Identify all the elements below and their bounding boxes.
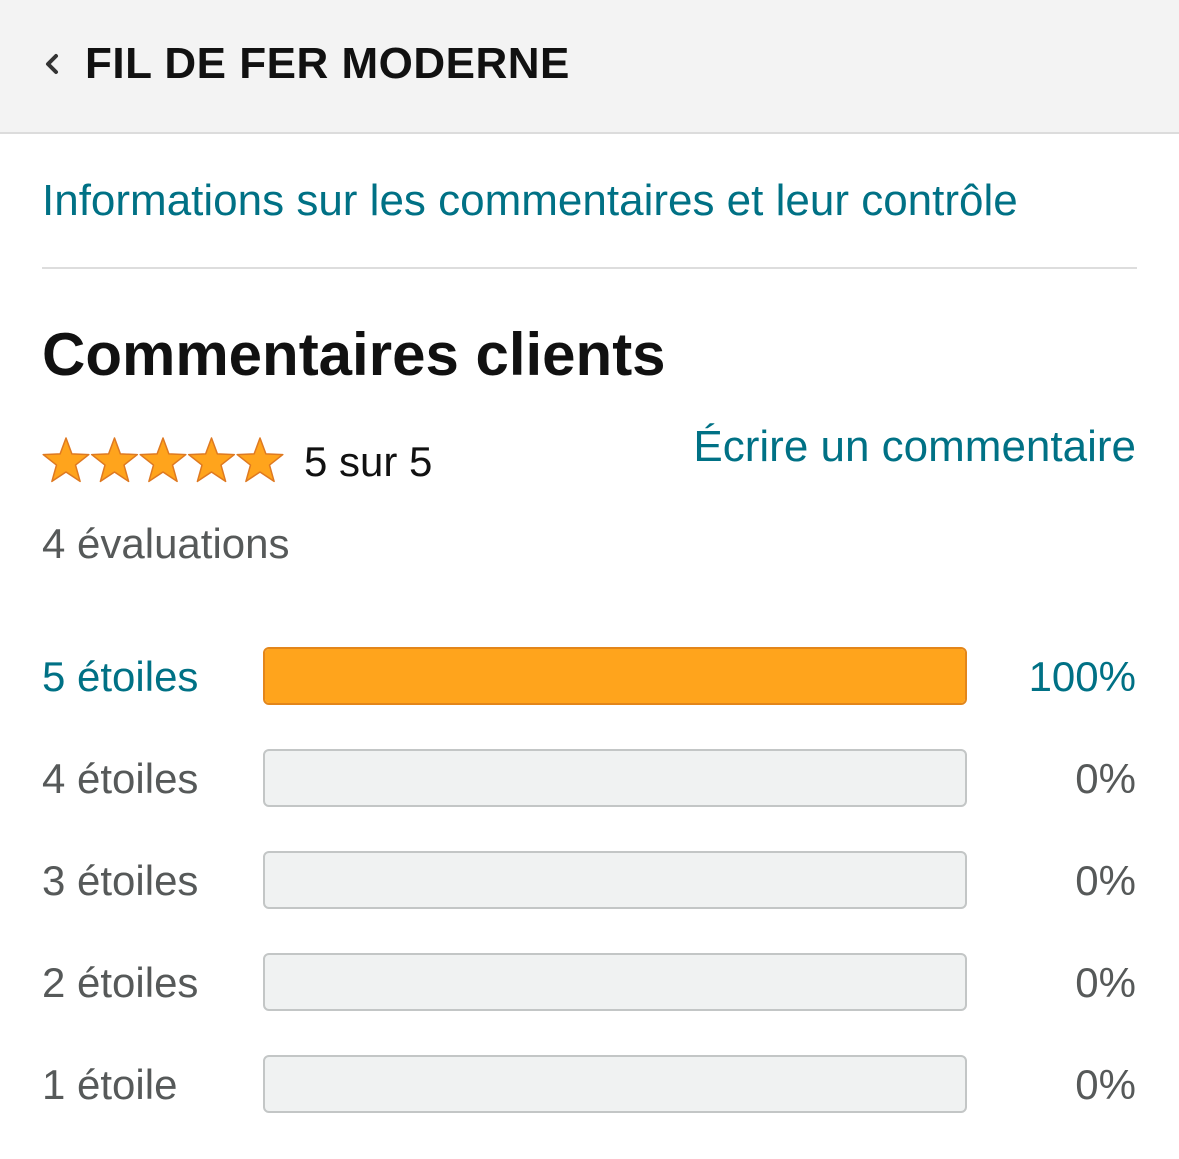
star-icon (187, 437, 236, 483)
star-icon (90, 437, 139, 483)
histogram-row[interactable]: 2 étoiles 0% (0, 953, 1179, 1013)
section-title: Commentaires clients (42, 321, 666, 388)
histogram-label[interactable]: 1 étoile (42, 1061, 178, 1108)
histogram-label[interactable]: 4 étoiles (42, 755, 199, 802)
rating-count: 4 évaluations (42, 520, 290, 567)
histogram-percent[interactable]: 0% (1075, 1061, 1136, 1108)
star-icon (139, 437, 187, 483)
histogram-percent[interactable]: 100% (1028, 653, 1136, 700)
histogram-label[interactable]: 3 étoiles (42, 857, 199, 904)
histogram-bar[interactable] (263, 953, 967, 1011)
write-review-link[interactable]: Écrire un commentaire (693, 422, 1136, 471)
divider (42, 267, 1137, 269)
review-info-link[interactable]: Informations sur les commentaires et leu… (42, 176, 1018, 225)
star-rating (42, 437, 284, 483)
star-icon (42, 437, 90, 483)
rating-text: 5 sur 5 (304, 438, 433, 485)
histogram-label[interactable]: 2 étoiles (42, 959, 199, 1006)
histogram-row[interactable]: 5 étoiles 100% (0, 647, 1179, 707)
star-icon (236, 437, 284, 483)
histogram-percent[interactable]: 0% (1075, 959, 1136, 1006)
histogram-bar[interactable] (263, 1055, 967, 1113)
histogram-row[interactable]: 1 étoile 0% (0, 1055, 1179, 1115)
histogram-bar[interactable] (263, 647, 967, 705)
histogram-row[interactable]: 4 étoiles 0% (0, 749, 1179, 809)
brand-title[interactable]: FIL DE FER MODERNE (85, 39, 570, 88)
histogram-bar[interactable] (263, 749, 967, 807)
histogram-row[interactable]: 3 étoiles 0% (0, 851, 1179, 911)
histogram-label[interactable]: 5 étoiles (42, 653, 199, 700)
chevron-left-icon[interactable] (38, 50, 66, 78)
histogram-percent[interactable]: 0% (1075, 857, 1136, 904)
histogram-percent[interactable]: 0% (1075, 755, 1136, 802)
top-nav-bar: FIL DE FER MODERNE (0, 0, 1179, 134)
histogram-bar[interactable] (263, 851, 967, 909)
histogram-bar-fill (265, 649, 965, 703)
